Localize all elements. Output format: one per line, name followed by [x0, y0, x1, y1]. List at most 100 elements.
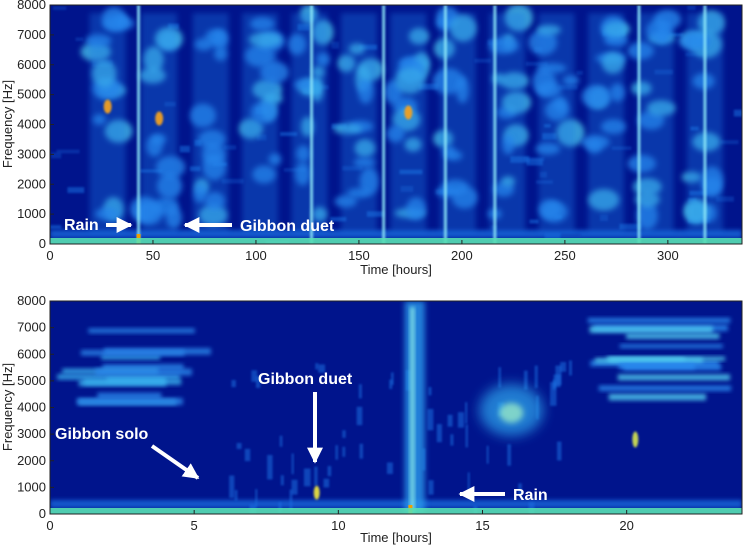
x-tick-label: 20 — [619, 518, 633, 533]
y-tick-label: 4000 — [17, 400, 46, 415]
y-tick-label: 1000 — [17, 479, 46, 494]
annotation-gibbon-duet: Gibbon duet — [258, 371, 353, 464]
noise-streak — [331, 41, 339, 49]
hot-spot — [313, 485, 320, 500]
harmonic-band — [587, 317, 731, 324]
annotation-gibbon-duet: Gibbon duet — [183, 217, 335, 235]
harmonic-band — [598, 385, 732, 392]
x-tick-label: 0 — [46, 518, 53, 533]
noise-patch — [568, 360, 572, 376]
noise-patch — [255, 489, 258, 507]
noise-patch — [524, 370, 528, 390]
noise-patch — [518, 483, 522, 496]
spectrogram-two-weeks: 0 1000 2000 3000 4000 5000 6000 7000 8000 0 50 100… — [0, 0, 743, 277]
rain-line — [310, 5, 314, 244]
noise-patch — [465, 424, 468, 448]
noise-streak — [529, 219, 539, 224]
noise-patch — [236, 442, 242, 449]
hot-spot — [404, 105, 413, 120]
noise-patch — [327, 465, 332, 477]
low-frequency-band — [50, 508, 742, 514]
noise-patch — [279, 435, 283, 447]
noise-patch — [427, 408, 434, 431]
harmonic-band — [78, 379, 167, 387]
x-tick-label: 150 — [348, 248, 370, 263]
noise-patch — [389, 379, 393, 389]
noise-patch — [291, 479, 298, 495]
chorus-column — [580, 13, 631, 232]
y-tick-label: 0 — [39, 506, 46, 521]
noise-patch — [465, 402, 468, 424]
harmonic-band — [608, 393, 707, 401]
y-tick-label: 3000 — [17, 426, 46, 441]
noise-streak — [576, 70, 583, 75]
noise-streak — [526, 158, 543, 166]
noise-streak — [223, 145, 237, 150]
noise-streak — [52, 6, 67, 10]
noise-streak — [179, 145, 190, 153]
noise-streak — [668, 33, 684, 37]
y-tick-label: 7000 — [17, 320, 46, 335]
noise-patch — [251, 370, 258, 382]
y-tick-label: 2000 — [17, 453, 46, 468]
noise-patch — [278, 502, 282, 514]
low-frequency-band — [50, 230, 742, 238]
harmonic-band — [76, 397, 183, 405]
hot-spot — [155, 111, 164, 126]
noise-patch — [359, 443, 364, 459]
noise-patch — [428, 480, 434, 495]
x-ticks: 0 50 100 150 200 250 300 — [46, 240, 679, 263]
chorus-column — [80, 6, 135, 232]
svg-text:Rain: Rain — [64, 217, 99, 234]
harmonic-band — [57, 374, 180, 380]
x-tick-label: 250 — [554, 248, 576, 263]
noise-patch — [391, 372, 394, 385]
x-tick-label: 0 — [46, 248, 53, 263]
y-ticks: 0 1000 2000 3000 4000 5000 6000 7000 8000 — [17, 293, 54, 521]
noise-patch — [280, 475, 284, 486]
chorus-column — [238, 13, 289, 232]
noise-streak — [67, 187, 85, 194]
noise-streak — [720, 140, 739, 145]
x-axis-label: Time [hours] — [360, 262, 432, 277]
harmonic-band — [88, 328, 195, 334]
y-tick-label: 8000 — [17, 0, 46, 12]
rain-line — [443, 5, 447, 244]
noise-streak — [560, 233, 581, 238]
y-axis-label: Frequency [Hz] — [0, 80, 15, 168]
noise-streak — [50, 225, 62, 229]
noise-patch — [447, 414, 453, 427]
noise-streak — [474, 58, 491, 63]
noise-streak — [75, 37, 84, 41]
noise-patch — [450, 434, 454, 446]
noise-patch — [550, 382, 557, 406]
noise-patch — [314, 466, 318, 486]
noise-patch — [315, 363, 319, 370]
chorus-column — [189, 13, 229, 232]
noise-patch — [428, 387, 432, 396]
harmonic-band — [102, 363, 184, 371]
y-tick-label: 0 — [39, 236, 46, 251]
chorus-column — [287, 5, 334, 232]
svg-text:Gibbon duet: Gibbon duet — [240, 218, 335, 235]
rain-line — [382, 5, 386, 244]
x-tick-label: 200 — [451, 248, 473, 263]
noise-patch — [229, 475, 235, 498]
x-axis-label: Time [hours] — [360, 530, 432, 545]
noise-patch — [289, 489, 293, 511]
svg-text:Rain: Rain — [513, 487, 548, 504]
y-tick-label: 2000 — [17, 176, 46, 191]
noise-streak — [619, 223, 642, 230]
y-tick-label: 4000 — [17, 117, 46, 132]
harmonic-band — [97, 392, 162, 400]
svg-text:Gibbon solo: Gibbon solo — [55, 426, 149, 443]
rain-line — [493, 5, 497, 244]
y-axis-label: Frequency [Hz] — [0, 363, 15, 451]
rain-line — [137, 5, 141, 244]
chorus-column — [627, 9, 682, 232]
noise-patch — [486, 445, 489, 464]
hot-spot — [103, 99, 112, 114]
annotation-gibbon-solo: Gibbon solo — [55, 426, 200, 480]
noise-patch — [342, 446, 346, 457]
harmonic-band — [103, 348, 211, 355]
